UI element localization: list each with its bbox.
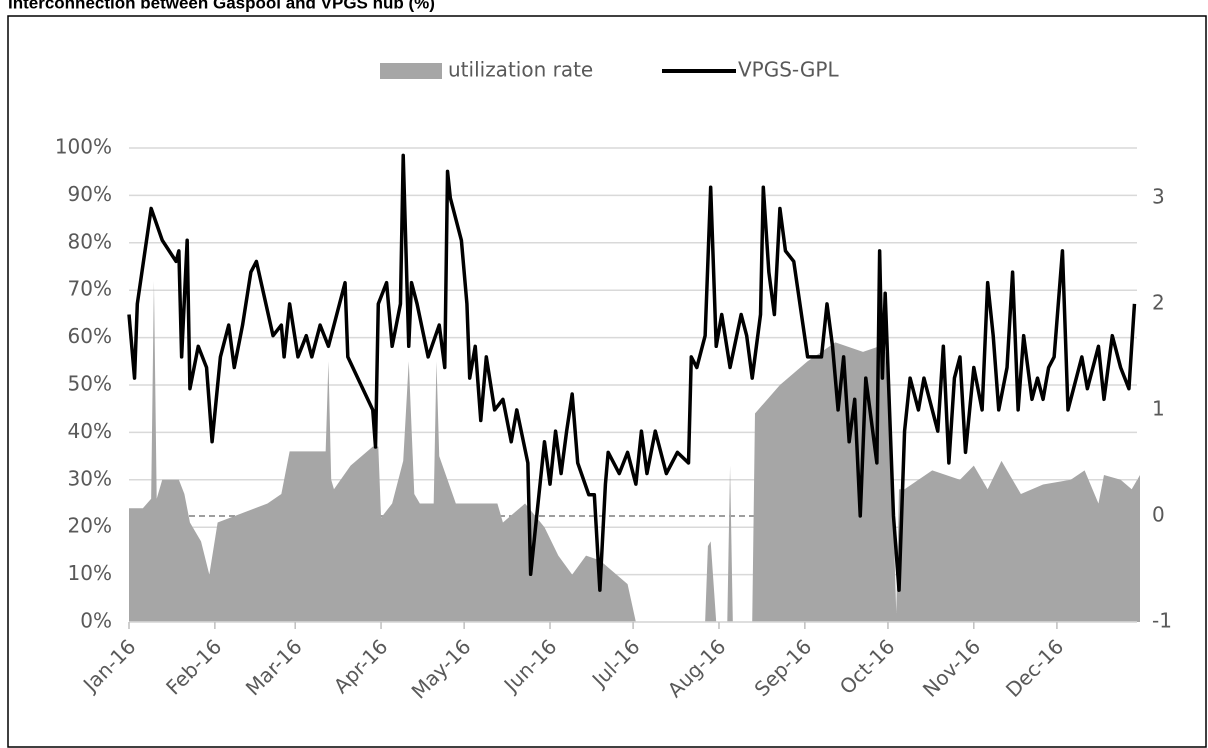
y2-tick-label: 0 [1152,502,1165,526]
y-tick-label: 20% [68,514,112,538]
y-tick-label: 90% [68,182,112,206]
y-tick-label: 60% [68,324,112,348]
area [129,280,1140,622]
y2-tick-label: 2 [1152,290,1165,314]
y-tick-label: 100% [55,135,112,159]
y-tick-label: 30% [68,466,112,490]
legend-label: utilization rate [448,58,593,82]
y-tick-label: 50% [68,372,112,396]
legend-label: VPGS-GPL [738,58,839,82]
legend-swatch [380,63,442,79]
line [127,153,1137,592]
y-tick-label: 40% [68,419,112,443]
chart-frame [7,15,1207,748]
y-tick-label: 0% [80,609,112,633]
y-tick-label: 80% [68,229,112,253]
y2-tick-label: 3 [1152,184,1165,208]
y2-tick-label: 1 [1152,396,1165,420]
y2-tick-label: -1 [1152,609,1172,633]
chart-title: Interconnection between Gaspool and VPGS… [8,0,435,12]
y-tick-label: 70% [68,277,112,301]
y-tick-label: 10% [68,561,112,585]
